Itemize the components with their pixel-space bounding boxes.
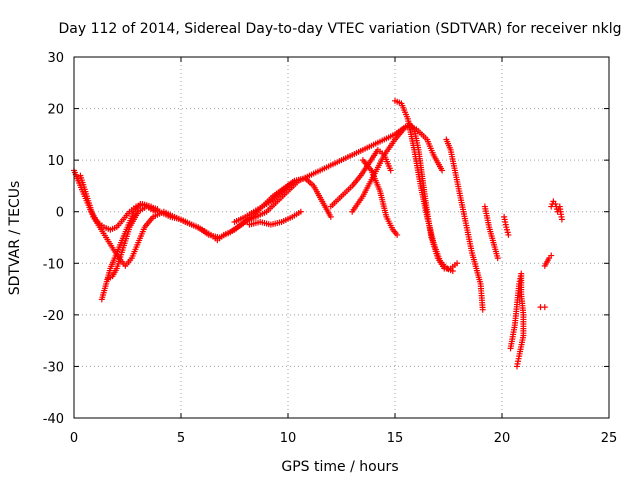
data-point (327, 213, 334, 220)
data-point (152, 208, 159, 215)
y-tick-label: -30 (43, 360, 64, 375)
data-point (494, 255, 501, 262)
data-point (302, 175, 309, 182)
data-point (505, 231, 512, 238)
data-point (479, 306, 486, 313)
x-tick-label: 10 (280, 431, 297, 446)
axis-ticks: 0 5 10 15 20 25 -40 -30 -20 -10 0 10 20 30 (43, 51, 618, 446)
data-point (558, 216, 565, 223)
data-point (454, 260, 461, 267)
data-point (513, 363, 520, 370)
data-point (394, 231, 401, 238)
grid-lines (74, 57, 609, 418)
y-tick-label: 10 (47, 154, 64, 169)
data-point (439, 167, 446, 174)
y-tick-label: -10 (43, 257, 64, 272)
data-point (387, 167, 394, 174)
y-tick-label: -40 (43, 412, 64, 427)
chart-title: Day 112 of 2014, Sidereal Day-to-day VTE… (59, 21, 622, 37)
x-tick-label: 5 (177, 431, 185, 446)
data-points (71, 97, 565, 370)
y-tick-label: -20 (43, 309, 64, 324)
plot-frame (73, 56, 610, 419)
x-tick-label: 0 (70, 431, 78, 446)
y-tick-label: 0 (56, 206, 64, 221)
x-tick-label: 20 (494, 431, 511, 446)
x-tick-label: 25 (601, 431, 618, 446)
data-point (548, 252, 555, 259)
x-tick-label: 15 (387, 431, 404, 446)
y-tick-label: 20 (47, 103, 64, 118)
data-point (541, 304, 548, 311)
x-axis-label: GPS time / hours (281, 459, 398, 475)
data-point (297, 208, 304, 215)
y-tick-label: 30 (47, 51, 64, 66)
data-point (449, 268, 456, 275)
y-axis-label: SDTVAR / TECUs (7, 181, 23, 296)
